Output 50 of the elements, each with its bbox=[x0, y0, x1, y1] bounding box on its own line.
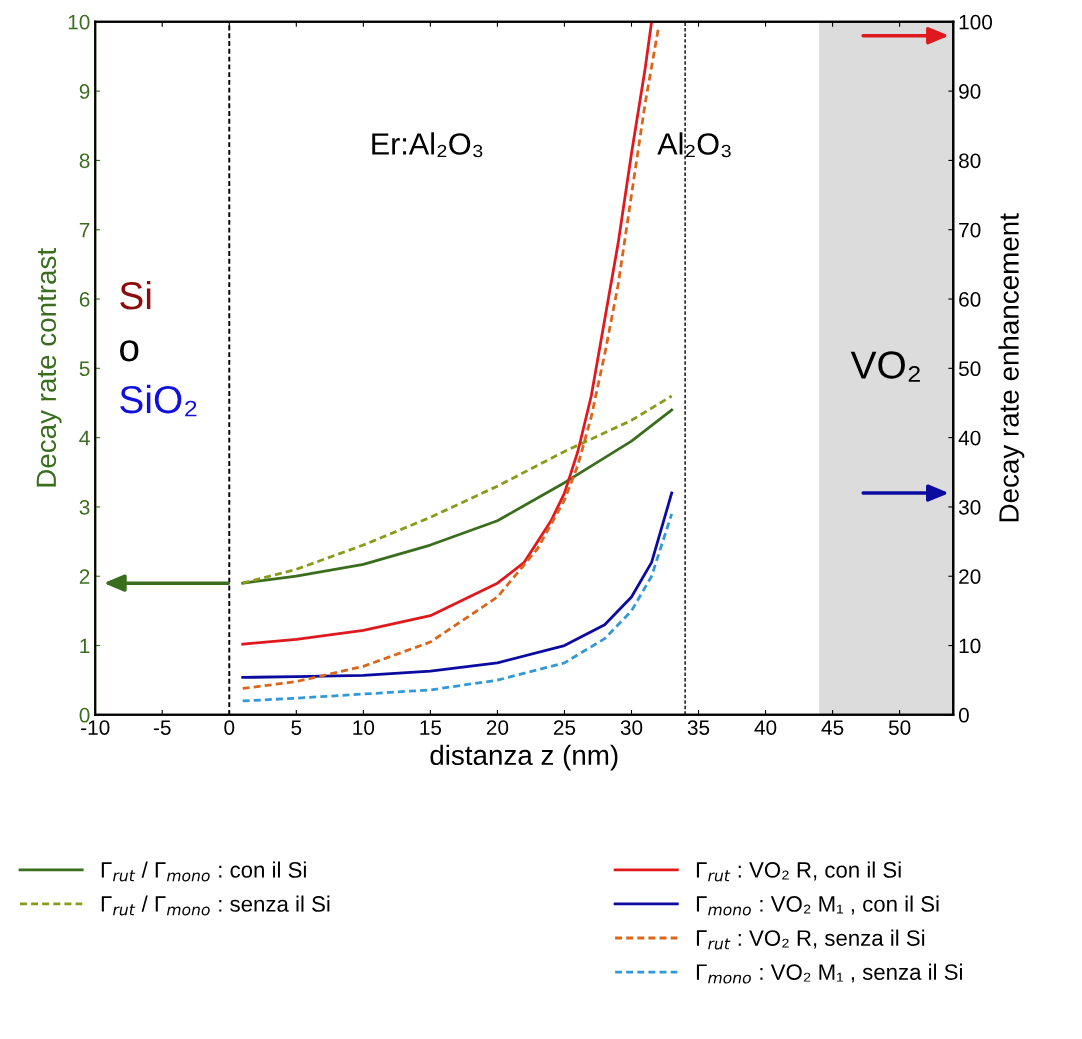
y-tick-label: 4 bbox=[79, 430, 90, 446]
y2-tick-label: 30 bbox=[958, 499, 981, 515]
line-series bbox=[241, 491, 674, 679]
y2-tick-label: 50 bbox=[958, 361, 981, 377]
y2-tick-label: 20 bbox=[959, 569, 981, 584]
legend-label: Γ$_{rut}$ / Γ$_{mono}$ : con il Si bbox=[101, 861, 306, 882]
x-tick-label: 10 bbox=[353, 720, 375, 735]
x-tick-label: 15 bbox=[420, 720, 442, 735]
y-tick-label: 2 bbox=[79, 569, 90, 584]
band-label: VO₂ bbox=[850, 351, 920, 382]
y-tick-label: 10 bbox=[68, 14, 90, 30]
annotation: o bbox=[120, 340, 139, 362]
y-tick-label: 1 bbox=[80, 638, 90, 654]
x-tick-label: 50 bbox=[888, 720, 911, 735]
x-tick-label: -5 bbox=[153, 720, 171, 735]
annotation: Al₂O₃ bbox=[657, 132, 731, 158]
x-tick-label: 35 bbox=[687, 720, 710, 735]
legend-label: Γ$_{rut}$ / Γ$_{mono}$ : senza il Si bbox=[101, 895, 330, 916]
annotation: Si bbox=[120, 280, 151, 310]
annotation: SiO₂ bbox=[120, 384, 197, 417]
y-tick-label: 9 bbox=[79, 84, 90, 99]
y2-tick-label: 80 bbox=[959, 153, 981, 169]
y-tick-label: 8 bbox=[79, 153, 90, 169]
annotation: Er:Al₂O₃ bbox=[372, 132, 483, 158]
x-tick-label: 0 bbox=[224, 720, 235, 735]
x-tick-label: 40 bbox=[754, 720, 777, 735]
x-axis-title: distanza z (nm) bbox=[430, 744, 618, 771]
x-tick-label: 25 bbox=[553, 720, 576, 735]
legend-label: Γ$_{mono}$ : VO₂ M₁ , con il Si bbox=[696, 895, 939, 916]
y2-tick-label: 70 bbox=[959, 222, 981, 238]
y2-tick-label: 90 bbox=[959, 84, 981, 99]
x-tick-label: 20 bbox=[486, 720, 509, 735]
line-series bbox=[241, 512, 674, 703]
x-tick-label: 5 bbox=[291, 720, 302, 735]
y2-tick-label: 60 bbox=[959, 292, 981, 307]
y2-tick-label: 0 bbox=[958, 707, 969, 723]
y-tick-label: 6 bbox=[79, 292, 90, 307]
y-tick-label: 3 bbox=[79, 499, 90, 515]
y-tick-label: 7 bbox=[79, 222, 90, 238]
y2-tick-label: 10 bbox=[959, 638, 981, 654]
y2-axis-title: Decay rate enhancement bbox=[998, 213, 1025, 522]
y-tick-label: 5 bbox=[79, 361, 90, 377]
legend-label: Γ$_{rut}$ : VO₂ R, senza il Si bbox=[696, 929, 925, 950]
y2-tick-label: 40 bbox=[958, 430, 981, 446]
x-tick-label: 45 bbox=[821, 720, 844, 735]
legend-label: Γ$_{mono}$ : VO₂ M₁ , senza il Si bbox=[696, 963, 962, 984]
x-tick-label: 30 bbox=[620, 720, 643, 735]
legend-label: Γ$_{rut}$ : VO₂ R, con il Si bbox=[696, 861, 901, 882]
y-axis-title: Decay rate contrast bbox=[36, 248, 62, 487]
y2-tick-label: 100 bbox=[959, 14, 993, 30]
